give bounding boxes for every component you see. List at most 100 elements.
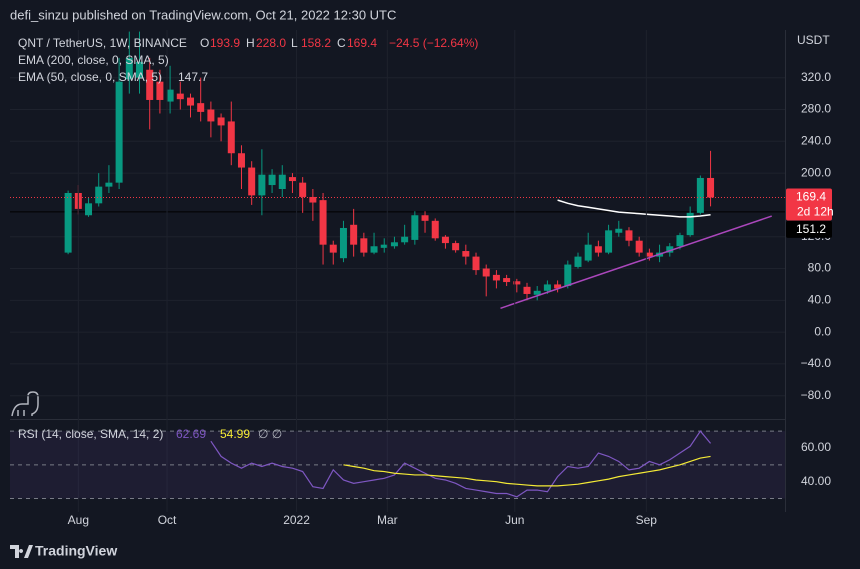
level-tag bbox=[786, 220, 832, 238]
y-tick-label: 60.00 bbox=[801, 440, 831, 454]
change-legend: −24.5 (−12.64%) bbox=[389, 36, 478, 50]
candle-body bbox=[615, 228, 623, 233]
candle-body bbox=[513, 281, 521, 285]
level-tag-label: 151.2 bbox=[796, 222, 826, 236]
rsi-pane bbox=[10, 430, 785, 500]
candle-body bbox=[431, 220, 439, 239]
candle-body bbox=[696, 177, 704, 213]
countdown-label: 2d 12h bbox=[797, 205, 834, 219]
trendline bbox=[500, 215, 772, 309]
x-tick-label: Mar bbox=[377, 513, 398, 527]
x-tick-label: Aug bbox=[68, 513, 89, 527]
candle-body bbox=[523, 286, 531, 294]
candle-body bbox=[339, 227, 347, 259]
y-tick-label: 40.00 bbox=[801, 474, 831, 488]
y-tick-label: 80.0 bbox=[808, 261, 832, 275]
candle-body bbox=[288, 177, 296, 182]
candle-body bbox=[319, 200, 327, 245]
publisher: defi_sinzu published on TradingView.com,… bbox=[10, 7, 396, 22]
footer-brand: TradingView bbox=[35, 543, 117, 559]
ohlc-value: 169.4 bbox=[347, 36, 377, 50]
candle-body bbox=[645, 252, 653, 257]
candle-body bbox=[380, 244, 388, 248]
candle-body bbox=[64, 192, 72, 253]
footer-logo bbox=[10, 545, 33, 558]
candle-body bbox=[635, 240, 643, 253]
symbol-legend: QNT / TetherUS, 1W, BINANCE bbox=[18, 36, 187, 50]
x-tick-label: Jun bbox=[505, 513, 524, 527]
candle-body bbox=[554, 284, 562, 289]
candle-body bbox=[360, 238, 368, 253]
candle-body bbox=[125, 57, 133, 80]
dino-icon bbox=[11, 391, 39, 417]
candle-body bbox=[309, 196, 317, 203]
candle-body bbox=[462, 251, 470, 257]
y-tick-label: −80.0 bbox=[801, 388, 832, 402]
candle-body bbox=[115, 81, 123, 183]
candle-body bbox=[625, 230, 633, 241]
candle-body bbox=[472, 256, 480, 271]
indicator-legend: EMA (50, close, 0, SMA, 5) bbox=[18, 70, 162, 84]
indicator-legend: EMA (200, close, 0, SMA, 5) bbox=[18, 53, 169, 67]
candle-body bbox=[299, 182, 307, 197]
candle-body bbox=[452, 243, 460, 251]
rsi-extra: ∅ ∅ bbox=[258, 427, 282, 441]
candle-body bbox=[411, 215, 419, 240]
candle-body bbox=[421, 215, 429, 221]
candle-body bbox=[146, 69, 154, 100]
candle-body bbox=[268, 174, 276, 186]
indicator-value: 147.7 bbox=[178, 70, 208, 84]
x-tick-label: 2022 bbox=[283, 513, 310, 527]
price-tag-label: 169.4 bbox=[796, 190, 826, 204]
y-tick-label: 280.0 bbox=[801, 102, 831, 116]
candle-body bbox=[584, 244, 592, 261]
candle-body bbox=[85, 203, 93, 216]
ohlc-value: 193.9 bbox=[210, 36, 240, 50]
candle-body bbox=[707, 177, 715, 198]
rsi-line bbox=[210, 430, 712, 498]
y-tick-label: 240.0 bbox=[801, 133, 831, 147]
ohlc-value: 228.0 bbox=[256, 36, 286, 50]
y-tick-label: 320.0 bbox=[801, 70, 831, 84]
ohlc-key: O bbox=[200, 36, 209, 50]
candle-body bbox=[503, 278, 511, 283]
candle-body bbox=[441, 236, 449, 244]
candle-body bbox=[605, 230, 613, 253]
candle-body bbox=[227, 121, 235, 154]
candle-body bbox=[543, 284, 551, 291]
candle-body bbox=[686, 212, 694, 236]
candle-body bbox=[390, 242, 398, 247]
candle-body bbox=[136, 61, 144, 78]
y-tick-label: −40.0 bbox=[801, 356, 832, 370]
x-tick-label: Sep bbox=[636, 513, 658, 527]
candle-body bbox=[482, 268, 490, 277]
candle-body bbox=[329, 244, 337, 253]
x-tick-label: Oct bbox=[158, 513, 177, 527]
ohlc-key: H bbox=[246, 36, 255, 50]
ema-line bbox=[557, 199, 711, 218]
price-tag bbox=[786, 188, 832, 221]
candle-body bbox=[350, 224, 358, 245]
candle-body bbox=[666, 246, 674, 253]
candle-body bbox=[401, 236, 409, 243]
candle-body bbox=[197, 103, 205, 112]
y-tick-label: 0.0 bbox=[814, 324, 831, 338]
candle-body bbox=[95, 186, 103, 204]
candle-body bbox=[166, 89, 174, 102]
candle-body bbox=[258, 174, 266, 196]
ohlc-key: L bbox=[291, 36, 298, 50]
candle-body bbox=[676, 235, 684, 247]
candle-body bbox=[564, 264, 572, 287]
y-tick-label: 40.0 bbox=[808, 292, 832, 306]
rsi-value: 54.99 bbox=[220, 427, 250, 441]
candle-body bbox=[492, 274, 500, 281]
candle-body bbox=[217, 117, 225, 126]
candle-body bbox=[156, 81, 164, 100]
candle-body bbox=[370, 246, 378, 253]
candle-body bbox=[594, 246, 602, 253]
y-tick-label: 200.0 bbox=[801, 165, 831, 179]
candle-body bbox=[574, 256, 582, 267]
candle-body bbox=[105, 182, 113, 187]
candle-body bbox=[533, 290, 541, 295]
